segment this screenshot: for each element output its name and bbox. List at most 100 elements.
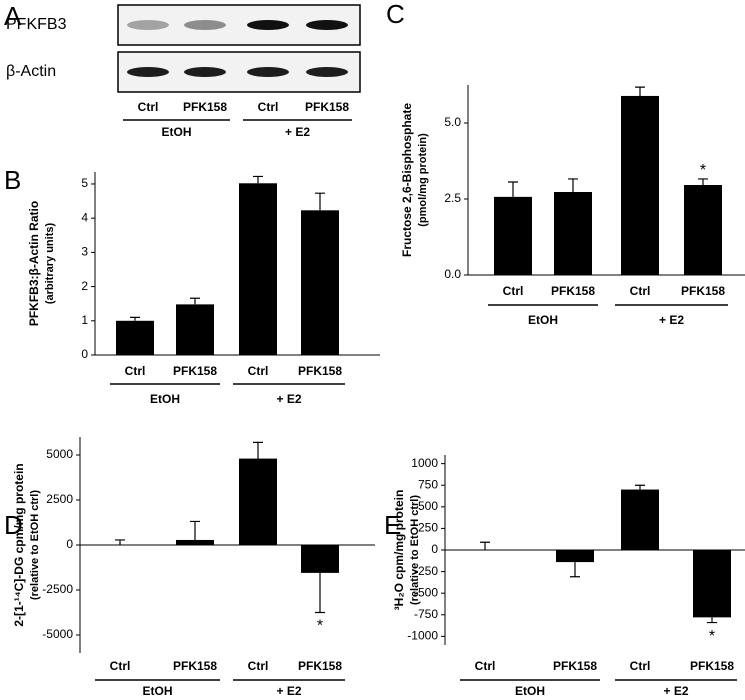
x-tick-label: PFK158 <box>298 364 342 378</box>
x-tick-label: Ctrl <box>630 284 651 298</box>
y-tick-label: 1 <box>81 313 88 327</box>
group-label: EtOH <box>528 313 558 327</box>
group-label: EtOH <box>150 392 180 406</box>
bar <box>176 539 214 545</box>
y-tick-label: 0.0 <box>444 267 461 281</box>
y-tick-label: 750 <box>418 477 438 491</box>
y-axis-label: ³H₂O cpm/mg protein <box>392 490 406 611</box>
y-axis-label: (pmol/mg protein) <box>417 133 429 227</box>
group-label: + E2 <box>663 684 688 698</box>
group-label: EtOH <box>143 684 173 698</box>
bar <box>684 185 722 275</box>
row-label: β-Actin <box>6 63 56 80</box>
blot-band <box>306 67 348 77</box>
bar <box>239 183 277 355</box>
bar <box>621 489 659 550</box>
y-axis-label: (arbitrary units) <box>44 223 56 305</box>
blot-band <box>184 20 226 30</box>
y-tick-label: -1000 <box>407 629 438 643</box>
panel-letter: B <box>4 165 21 195</box>
panel-letter: E <box>384 510 401 540</box>
y-tick-label: 2.5 <box>444 191 461 205</box>
x-tick-label: Ctrl <box>475 659 496 673</box>
bar <box>301 210 339 355</box>
x-tick-label: Ctrl <box>248 659 269 673</box>
y-tick-label: 2500 <box>46 492 73 506</box>
error-bar <box>707 617 717 624</box>
x-tick-label: PFK158 <box>551 284 595 298</box>
blot-band <box>247 67 289 77</box>
y-tick-label: -2500 <box>42 582 73 596</box>
y-axis-label: 2-[1-¹⁴C]-DG cpm/mg protein <box>12 463 26 626</box>
y-tick-label: 0 <box>431 542 438 556</box>
x-tick-label: Ctrl <box>258 100 279 114</box>
bar <box>116 320 154 355</box>
error-bar <box>570 562 580 578</box>
significance-mark: * <box>700 162 706 179</box>
x-tick-label: Ctrl <box>138 100 159 114</box>
error-bar <box>315 572 325 614</box>
bar <box>554 192 592 275</box>
error-bar <box>115 539 125 545</box>
significance-mark: * <box>709 628 715 645</box>
error-bar <box>568 178 578 193</box>
panel-letter: D <box>4 510 23 540</box>
group-label: + E2 <box>276 684 301 698</box>
error-bar <box>253 441 263 459</box>
error-bar <box>253 175 263 184</box>
error-bar <box>635 484 645 490</box>
x-tick-label: Ctrl <box>503 284 524 298</box>
bar <box>239 458 277 545</box>
y-axis-label: PFKFB3:β-Actin Ratio <box>27 201 41 326</box>
bar <box>693 550 731 618</box>
y-tick-label: 5.0 <box>444 115 461 129</box>
x-tick-label: PFK158 <box>690 659 734 673</box>
y-tick-label: -5000 <box>42 627 73 641</box>
row-label: PFKFB3 <box>6 16 67 33</box>
x-tick-label: PFK158 <box>173 364 217 378</box>
y-axis-label: Fructose 2,6-Bisphosphate <box>400 103 414 257</box>
y-tick-label: -500 <box>414 585 438 599</box>
blot-band <box>127 20 169 30</box>
x-tick-label: PFK158 <box>173 659 217 673</box>
y-tick-label: 5 <box>81 176 88 190</box>
panel-letter: C <box>386 0 405 29</box>
y-tick-label: 250 <box>418 521 438 535</box>
bar <box>621 95 659 275</box>
y-axis-label: (relative to EtOH ctrl) <box>29 490 41 600</box>
x-tick-label: PFK158 <box>681 284 725 298</box>
y-tick-label: 2 <box>81 279 88 293</box>
x-tick-label: Ctrl <box>110 659 131 673</box>
x-tick-label: Ctrl <box>125 364 146 378</box>
x-tick-label: Ctrl <box>630 659 651 673</box>
y-axis-label: (relative to EtOH ctrl) <box>409 495 421 605</box>
x-tick-label: PFK158 <box>298 659 342 673</box>
error-bar <box>698 178 708 186</box>
error-bar <box>480 541 490 550</box>
blot-band <box>184 67 226 77</box>
y-tick-label: 5000 <box>46 447 73 461</box>
y-tick-label: 500 <box>418 499 438 513</box>
bar <box>556 550 594 563</box>
error-bar <box>190 520 200 540</box>
y-tick-label: -750 <box>414 607 438 621</box>
bar <box>301 545 339 573</box>
error-bar <box>635 86 645 96</box>
blot-band <box>127 67 169 77</box>
x-tick-label: Ctrl <box>248 364 269 378</box>
group-label: EtOH <box>515 684 545 698</box>
x-tick-label: PFK158 <box>553 659 597 673</box>
group-label: EtOH <box>162 125 192 139</box>
error-bar <box>190 297 200 305</box>
significance-mark: * <box>317 618 323 635</box>
x-tick-label: PFK158 <box>305 100 349 114</box>
bar <box>176 304 214 355</box>
blot-band <box>247 20 289 30</box>
y-tick-label: -250 <box>414 564 438 578</box>
y-tick-label: 4 <box>81 210 88 224</box>
error-bar <box>130 316 140 321</box>
error-bar <box>315 192 325 211</box>
panel-letter: A <box>4 1 22 31</box>
blot-band <box>306 20 348 30</box>
